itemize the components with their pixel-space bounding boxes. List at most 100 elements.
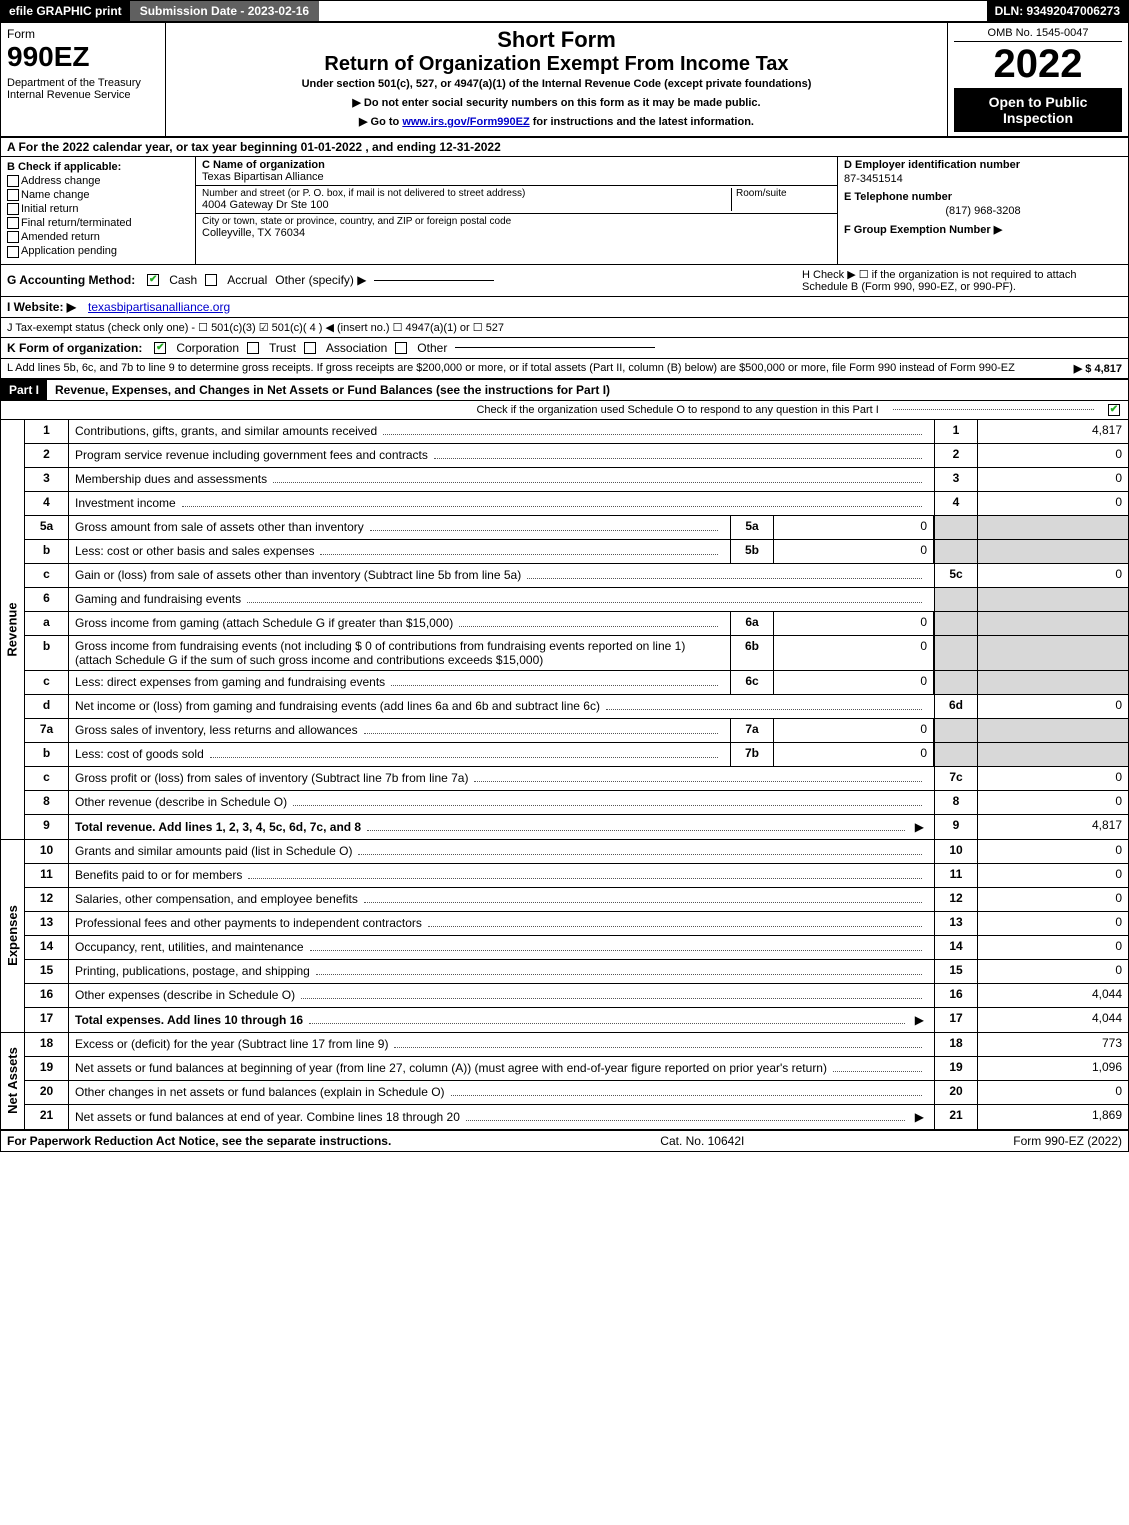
dln-label: DLN: 93492047006273 xyxy=(987,1,1128,21)
row-l-value: ▶ $ 4,817 xyxy=(1074,362,1122,375)
chk-trust[interactable] xyxy=(247,342,259,354)
netassets-section: Net Assets 18Excess or (deficit) for the… xyxy=(1,1033,1128,1131)
chk-name-change[interactable] xyxy=(7,189,19,201)
line-value: 1,869 xyxy=(978,1105,1128,1129)
line-description: Other changes in net assets or fund bala… xyxy=(69,1081,934,1104)
line-ref xyxy=(934,612,978,635)
line-value xyxy=(978,636,1128,670)
footer-right: Form 990-EZ (2022) xyxy=(1013,1134,1122,1148)
form-label: Form xyxy=(7,27,159,41)
line-description: Grants and similar amounts paid (list in… xyxy=(69,840,934,863)
chk-address-change[interactable] xyxy=(7,175,19,187)
revenue-section: Revenue 1Contributions, gifts, grants, a… xyxy=(1,420,1128,840)
line-ref: 13 xyxy=(934,912,978,935)
irs-link[interactable]: www.irs.gov/Form990EZ xyxy=(402,116,529,128)
line-ref: 19 xyxy=(934,1057,978,1080)
line-description: Benefits paid to or for members xyxy=(69,864,934,887)
sub-ref: 7a xyxy=(730,719,774,742)
form-header: Form 990EZ Department of the Treasury In… xyxy=(1,23,1128,138)
line-value xyxy=(978,516,1128,539)
opt-trust: Trust xyxy=(269,341,296,355)
table-row: 12Salaries, other compensation, and empl… xyxy=(25,888,1128,912)
line-number: 7a xyxy=(25,719,69,742)
line-description: Other expenses (describe in Schedule O) xyxy=(69,984,934,1007)
line-number: 21 xyxy=(25,1105,69,1129)
website-label: I Website: ▶ xyxy=(7,300,76,314)
chk-corporation[interactable] xyxy=(154,342,166,354)
group-exemption-label: F Group Exemption Number ▶ xyxy=(844,223,1122,236)
table-row: 14Occupancy, rent, utilities, and mainte… xyxy=(25,936,1128,960)
chk-association[interactable] xyxy=(304,342,316,354)
chk-schedule-o[interactable] xyxy=(1108,404,1120,416)
sub-ref: 5b xyxy=(730,540,774,563)
row-l-text: L Add lines 5b, 6c, and 7b to line 9 to … xyxy=(7,362,1066,374)
line-number: 13 xyxy=(25,912,69,935)
website-link[interactable]: texasbipartisanalliance.org xyxy=(88,300,230,314)
row-i: I Website: ▶ texasbipartisanalliance.org xyxy=(1,297,1128,318)
line-description: Less: cost of goods sold xyxy=(69,743,730,766)
chk-accrual[interactable] xyxy=(205,274,217,286)
line-description: Gross profit or (loss) from sales of inv… xyxy=(69,767,934,790)
org-name: Texas Bipartisan Alliance xyxy=(202,171,831,183)
omb-number: OMB No. 1545-0047 xyxy=(954,27,1122,42)
chk-application-pending[interactable] xyxy=(7,246,19,258)
chk-cash[interactable] xyxy=(147,274,159,286)
sub-value: 0 xyxy=(774,719,934,742)
chk-amended-return[interactable] xyxy=(7,231,19,243)
table-row: 16Other expenses (describe in Schedule O… xyxy=(25,984,1128,1008)
phone-value: (817) 968-3208 xyxy=(844,205,1122,217)
line-number: c xyxy=(25,564,69,587)
line-ref: 10 xyxy=(934,840,978,863)
row-g-h: G Accounting Method: Cash Accrual Other … xyxy=(1,265,1128,297)
title-main: Return of Organization Exempt From Incom… xyxy=(172,53,941,76)
table-row: bLess: cost or other basis and sales exp… xyxy=(25,540,1128,564)
line-description: Other revenue (describe in Schedule O) xyxy=(69,791,934,814)
table-row: 15Printing, publications, postage, and s… xyxy=(25,960,1128,984)
arrow-icon xyxy=(911,1013,928,1027)
table-row: 4Investment income40 xyxy=(25,492,1128,516)
chk-other-org[interactable] xyxy=(395,342,407,354)
sub-value: 0 xyxy=(774,636,934,670)
chk-initial-return[interactable] xyxy=(7,203,19,215)
line-ref: 12 xyxy=(934,888,978,911)
line-number: 9 xyxy=(25,815,69,839)
line-ref: 2 xyxy=(934,444,978,467)
efile-label: efile GRAPHIC print xyxy=(1,1,130,21)
table-row: 7aGross sales of inventory, less returns… xyxy=(25,719,1128,743)
submission-date: Submission Date - 2023-02-16 xyxy=(130,1,319,21)
line-number: d xyxy=(25,695,69,718)
section-d-e-f: D Employer identification number 87-3451… xyxy=(838,157,1128,264)
line-ref: 18 xyxy=(934,1033,978,1056)
sub-value: 0 xyxy=(774,540,934,563)
row-k-label: K Form of organization: xyxy=(7,341,142,355)
line-value: 0 xyxy=(978,840,1128,863)
chk-final-return[interactable] xyxy=(7,217,19,229)
line-ref: 9 xyxy=(934,815,978,839)
line-description: Net income or (loss) from gaming and fun… xyxy=(69,695,934,718)
opt-final-return: Final return/terminated xyxy=(21,217,132,229)
line-description: Salaries, other compensation, and employ… xyxy=(69,888,934,911)
line-value: 0 xyxy=(978,888,1128,911)
row-l: L Add lines 5b, 6c, and 7b to line 9 to … xyxy=(1,359,1128,379)
line-description: Program service revenue including govern… xyxy=(69,444,934,467)
line-number: 8 xyxy=(25,791,69,814)
line-number: 16 xyxy=(25,984,69,1007)
line-description: Printing, publications, postage, and shi… xyxy=(69,960,934,983)
note-suffix: for instructions and the latest informat… xyxy=(530,116,754,128)
sub-ref: 6b xyxy=(730,636,774,670)
line-number: 20 xyxy=(25,1081,69,1104)
revenue-side-label: Revenue xyxy=(1,420,25,839)
section-b: B Check if applicable: Address change Na… xyxy=(1,157,196,264)
sub-value: 0 xyxy=(774,516,934,539)
line-number: 14 xyxy=(25,936,69,959)
table-row: 5aGross amount from sale of assets other… xyxy=(25,516,1128,540)
line-value xyxy=(978,743,1128,766)
room-label: Room/suite xyxy=(736,188,831,199)
line-value: 4,044 xyxy=(978,1008,1128,1032)
line-value: 0 xyxy=(978,468,1128,491)
line-number: 17 xyxy=(25,1008,69,1032)
line-description: Net assets or fund balances at beginning… xyxy=(69,1057,934,1080)
opt-name-change: Name change xyxy=(21,189,90,201)
line-ref xyxy=(934,743,978,766)
line-value: 4,044 xyxy=(978,984,1128,1007)
